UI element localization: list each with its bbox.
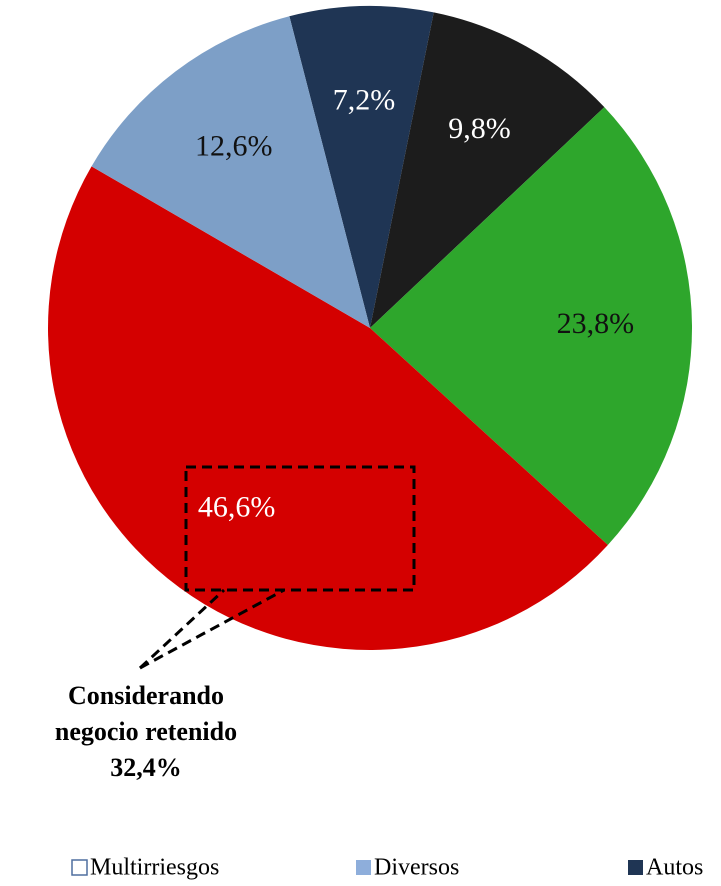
annotation-leader — [139, 588, 285, 670]
annotation-text: negocio retenido — [55, 717, 237, 746]
data-label: 23,8% — [557, 307, 635, 340]
legend-swatch — [356, 860, 371, 875]
pie — [47, 6, 692, 651]
legend-swatch — [71, 859, 88, 876]
legend-label: Autos — [646, 855, 703, 881]
data-label: 9,8% — [448, 112, 511, 145]
annotation-text: 32,4% — [110, 753, 182, 782]
legend-label: Multirriesgos — [90, 855, 219, 881]
annotation-leader — [138, 588, 226, 670]
legend-label: Diversos — [374, 855, 459, 881]
pie-slice — [91, 16, 370, 328]
legend-swatch — [628, 860, 643, 875]
pie-slice — [289, 6, 434, 329]
annotation-box — [184, 465, 416, 592]
pie-slice — [370, 12, 605, 329]
pie-slice — [370, 107, 692, 546]
data-label: 7,2% — [333, 84, 396, 117]
data-label: 12,6% — [195, 129, 273, 162]
pie-slice — [47, 166, 608, 651]
annotation-text: Considerando — [68, 681, 224, 710]
data-label: 46,6% — [198, 491, 276, 524]
